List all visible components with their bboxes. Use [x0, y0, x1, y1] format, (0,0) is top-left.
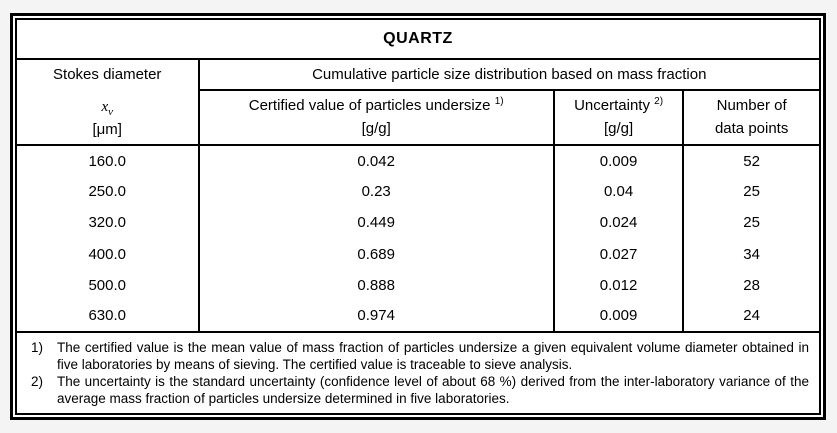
cell-certified-value: 0.449 [197, 207, 555, 239]
certified-value-unit: [g/g] [361, 119, 391, 137]
cell-uncertainty: 0.009 [552, 300, 685, 332]
footnote-1-marker: 1) [31, 339, 44, 355]
uncertainty-label: Uncertainty [574, 97, 650, 115]
cell-uncertainty: 0.027 [552, 238, 685, 270]
table-row: 500.0 0.888 0.012 28 [15, 269, 821, 301]
cell-data-points: 34 [682, 238, 821, 270]
cell-data-points: 52 [682, 145, 821, 177]
cell-uncertainty: 0.024 [552, 207, 685, 239]
cell-certified-value: 0.042 [197, 145, 555, 177]
cell-diameter: 320.0 [15, 207, 200, 239]
footnotes-section: 1) The certified value is the mean value… [15, 330, 821, 416]
quartz-data-table: QUARTZ Stokes diameter xv [μm] Cumulativ… [15, 17, 821, 416]
data-points-label-line1: Number of [716, 97, 787, 115]
column-header-uncertainty: Uncertainty 2) [g/g] [552, 88, 685, 147]
table-row: 630.0 0.974 0.009 24 [15, 300, 821, 332]
footnote-2-text: The uncertainty is the standard uncertai… [57, 373, 809, 406]
table-row: 160.0 0.042 0.009 52 [15, 145, 821, 177]
footnote-2-marker: 2) [31, 373, 44, 389]
column-header-certified-value: Certified value of particles undersize 1… [197, 88, 555, 147]
table-row: 1) The certified value is the mean value… [15, 330, 821, 416]
stokes-symbol-x: x [101, 99, 109, 116]
cell-data-points: 25 [682, 176, 821, 208]
stokes-unit-label: [μm] [92, 121, 122, 139]
cell-uncertainty: 0.04 [552, 176, 685, 208]
cell-certified-value: 0.974 [197, 300, 555, 332]
footnote-1: 1) The certified value is the mean value… [23, 339, 809, 373]
cell-data-points: 28 [682, 269, 821, 301]
uncertainty-unit: [g/g] [603, 119, 634, 137]
cell-certified-value: 0.888 [197, 269, 555, 301]
footnote-1-text: The certified value is the mean value of… [57, 339, 809, 372]
footnote-2: 2) The uncertainty is the standard uncer… [23, 373, 809, 407]
data-points-label-line2: data points [714, 119, 789, 137]
cell-uncertainty: 0.009 [552, 145, 685, 177]
cell-diameter: 250.0 [15, 176, 200, 208]
footnote-ref-2: 2) [654, 96, 664, 108]
cell-diameter: 630.0 [15, 300, 200, 332]
footnote-ref-1: 1) [494, 96, 504, 108]
cell-diameter: 160.0 [15, 145, 200, 177]
column-header-data-points: Number of data points [682, 88, 821, 147]
table-frame: QUARTZ Stokes diameter xv [μm] Cumulativ… [10, 13, 826, 420]
cell-certified-value: 0.23 [197, 176, 555, 208]
certified-value-label: Certified value of particles undersize [248, 97, 491, 115]
stokes-symbol: xv [17, 92, 198, 120]
column-header-stokes-diameter: Stokes diameter xv [μm] [15, 58, 200, 147]
cell-diameter: 500.0 [15, 269, 200, 301]
cell-data-points: 25 [682, 207, 821, 239]
table-row: 320.0 0.449 0.024 25 [15, 207, 821, 239]
table-row: Stokes diameter xv [μm] Cumulative parti… [15, 58, 821, 147]
table-row: Certified value of particles undersize 1… [16, 88, 821, 147]
stokes-symbol-subscript: v [108, 106, 114, 119]
cell-certified-value: 0.689 [197, 238, 555, 270]
stokes-diameter-label: Stokes diameter [53, 66, 162, 84]
cell-uncertainty: 0.012 [552, 269, 685, 301]
table-row: QUARTZ [15, 17, 821, 61]
cell-diameter: 400.0 [15, 238, 200, 270]
column-group-header: Cumulative particle size distribution ba… [197, 58, 821, 91]
table-row: 250.0 0.23 0.04 25 [15, 176, 821, 208]
table-title: QUARTZ [15, 17, 821, 61]
cell-data-points: 24 [682, 300, 821, 332]
table-row: 400.0 0.689 0.027 34 [15, 238, 821, 270]
